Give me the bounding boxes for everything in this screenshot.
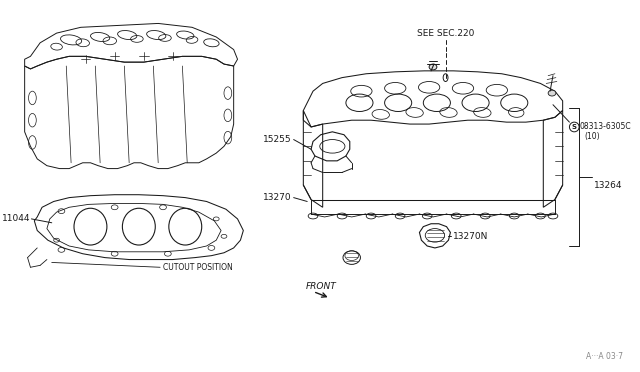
- Text: 08313-6305C: 08313-6305C: [579, 122, 631, 131]
- Text: 15255: 15255: [263, 135, 292, 144]
- Text: 11044: 11044: [2, 214, 31, 224]
- Text: 13270N: 13270N: [453, 232, 489, 241]
- Ellipse shape: [548, 90, 556, 96]
- Text: 13270: 13270: [263, 193, 292, 202]
- Text: SEE SEC.220: SEE SEC.220: [417, 29, 474, 38]
- Text: FRONT: FRONT: [306, 282, 337, 291]
- Text: (10): (10): [584, 132, 600, 141]
- Text: S: S: [572, 124, 577, 130]
- Text: A···A 03·7: A···A 03·7: [586, 352, 623, 361]
- Text: 13264: 13264: [594, 180, 622, 189]
- Text: CUTOUT POSITION: CUTOUT POSITION: [163, 263, 233, 272]
- Ellipse shape: [429, 64, 437, 70]
